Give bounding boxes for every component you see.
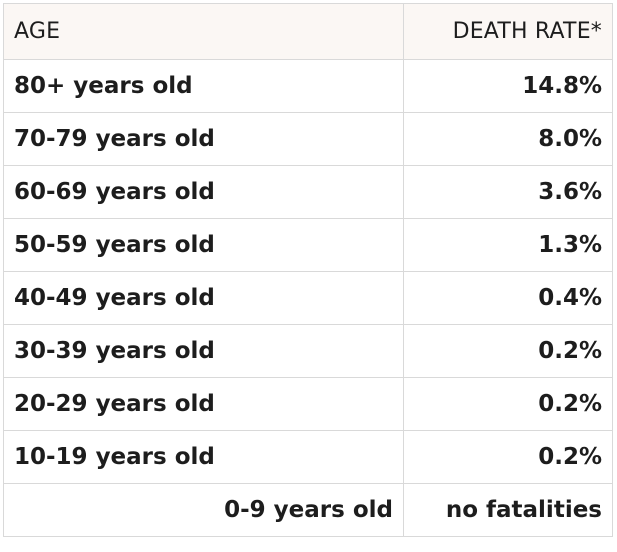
- death-rate-table: AGE DEATH RATE* 80+ years old 14.8% 70-7…: [3, 3, 613, 537]
- rate-cell: no fatalities: [403, 483, 613, 537]
- table-row: 80+ years old 14.8%: [3, 59, 613, 113]
- age-cell: 0-9 years old: [3, 483, 404, 537]
- table-row: 10-19 years old 0.2%: [3, 430, 613, 484]
- rate-cell: 1.3%: [403, 218, 613, 272]
- table-header-row: AGE DEATH RATE*: [3, 3, 613, 60]
- table-row: 30-39 years old 0.2%: [3, 324, 613, 378]
- age-cell: 10-19 years old: [3, 430, 404, 484]
- rate-cell: 0.2%: [403, 430, 613, 484]
- rate-cell: 3.6%: [403, 165, 613, 219]
- rate-cell: 14.8%: [403, 59, 613, 113]
- table-row: 0-9 years old no fatalities: [3, 483, 613, 537]
- rate-cell: 0.4%: [403, 271, 613, 325]
- age-column-header: AGE: [3, 3, 404, 60]
- rate-cell: 0.2%: [403, 377, 613, 431]
- age-cell: 40-49 years old: [3, 271, 404, 325]
- age-cell: 50-59 years old: [3, 218, 404, 272]
- table-row: 60-69 years old 3.6%: [3, 165, 613, 219]
- age-cell: 80+ years old: [3, 59, 404, 113]
- age-cell: 20-29 years old: [3, 377, 404, 431]
- age-cell: 60-69 years old: [3, 165, 404, 219]
- death-rate-column-header: DEATH RATE*: [403, 3, 613, 60]
- rate-cell: 8.0%: [403, 112, 613, 166]
- age-cell: 70-79 years old: [3, 112, 404, 166]
- table-row: 50-59 years old 1.3%: [3, 218, 613, 272]
- table-row: 20-29 years old 0.2%: [3, 377, 613, 431]
- table-row: 70-79 years old 8.0%: [3, 112, 613, 166]
- table-row: 40-49 years old 0.4%: [3, 271, 613, 325]
- age-cell: 30-39 years old: [3, 324, 404, 378]
- rate-cell: 0.2%: [403, 324, 613, 378]
